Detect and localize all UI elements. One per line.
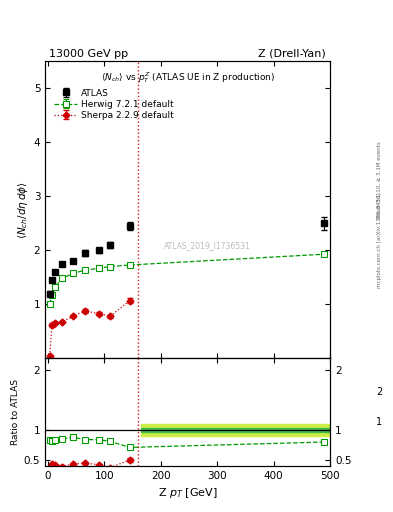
Text: ATLAS_2019_I1736531: ATLAS_2019_I1736531 — [164, 241, 251, 250]
Y-axis label: $\langle N_{ch}/d\eta\,d\phi\rangle$: $\langle N_{ch}/d\eta\,d\phi\rangle$ — [16, 181, 29, 239]
Text: Rivet 3.1.10, ≥ 3.1M events: Rivet 3.1.10, ≥ 3.1M events — [377, 141, 382, 218]
Text: mcplots.cern.ch [arXiv:1306.3436]: mcplots.cern.ch [arXiv:1306.3436] — [377, 193, 382, 288]
X-axis label: Z $p_T$ [GeV]: Z $p_T$ [GeV] — [158, 486, 217, 500]
Legend: ATLAS, Herwig 7.2.1 default, Sherpa 2.2.9 default: ATLAS, Herwig 7.2.1 default, Sherpa 2.2.… — [53, 87, 175, 122]
Text: 1: 1 — [376, 417, 382, 428]
Text: 2: 2 — [376, 387, 382, 397]
Text: $\langle N_{ch}\rangle$ vs $p_T^Z$ (ATLAS UE in Z production): $\langle N_{ch}\rangle$ vs $p_T^Z$ (ATLA… — [101, 70, 275, 86]
Text: Z (Drell-Yan): Z (Drell-Yan) — [259, 49, 326, 59]
Y-axis label: Ratio to ATLAS: Ratio to ATLAS — [11, 379, 20, 445]
Text: 13000 GeV pp: 13000 GeV pp — [49, 49, 128, 59]
